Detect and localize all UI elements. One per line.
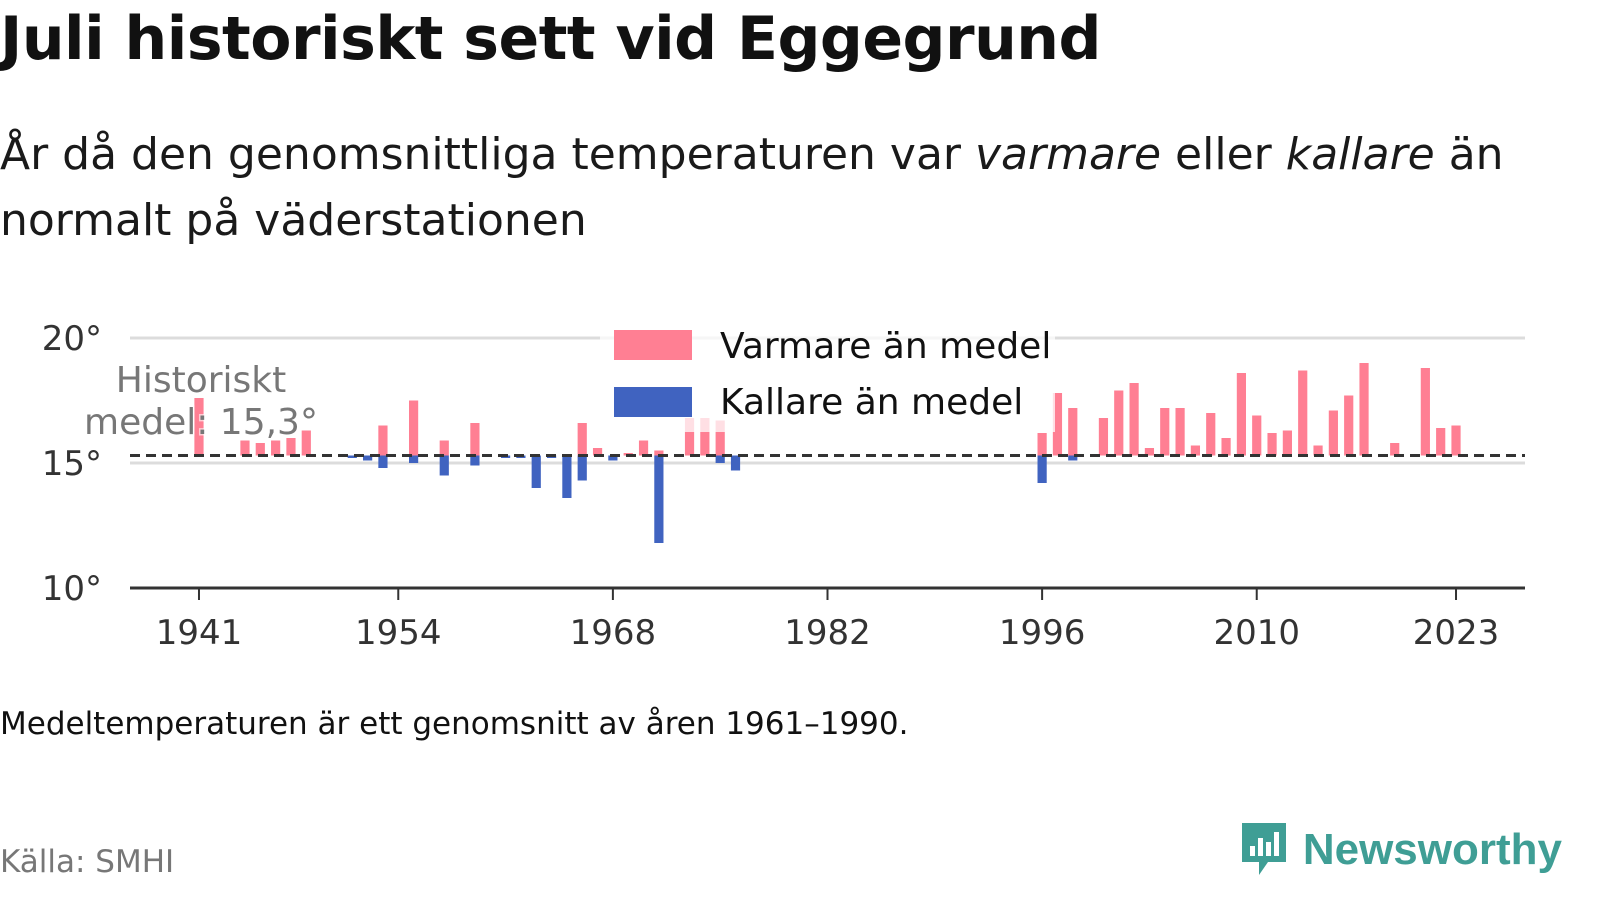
cold-bar	[439, 455, 449, 476]
warm-bar	[684, 418, 695, 456]
source-label: Källa: SMHI	[0, 844, 175, 880]
warm-bar	[1114, 390, 1124, 456]
warm-bar	[700, 418, 710, 456]
warm-bar	[301, 430, 311, 456]
warm-bar	[1344, 395, 1354, 456]
warm-bar	[1359, 363, 1369, 456]
subtitle-cold-word: kallare	[1285, 129, 1435, 180]
x-tick-label: 2010	[1213, 613, 1300, 653]
warm-bar	[1252, 415, 1262, 456]
cold-bar	[347, 455, 357, 458]
warm-bar	[194, 398, 204, 456]
cold-bar	[654, 455, 664, 543]
cold-bar	[577, 455, 587, 481]
warm-bar	[286, 438, 296, 456]
legend-label-warm: Varmare än medel	[720, 326, 1051, 367]
warm-bar	[255, 443, 265, 456]
x-tick-label: 1968	[570, 613, 657, 653]
mean-label-line2: medel: 15,3°	[84, 402, 318, 443]
y-tick-label: 15°	[42, 444, 102, 484]
newsworthy-logo[interactable]: Newsworthy	[1239, 820, 1562, 880]
x-tick-label: 1982	[784, 613, 871, 653]
warm-bar	[654, 450, 664, 456]
subtitle-text-3: än normalt på väderstationen	[0, 129, 1504, 246]
cold-bar	[363, 455, 373, 461]
temperature-bar-chart: 10° 15° 20° 1941 1954 1968 1982 1996 2010 2023 His…	[42, 319, 1525, 653]
warm-bar	[1160, 408, 1170, 456]
subtitle-text-1: År då den genomsnittliga temperaturen va…	[0, 129, 975, 180]
warm-bar	[240, 440, 250, 456]
warm-bar	[1129, 383, 1139, 456]
cold-bar	[409, 455, 419, 463]
cold-bar	[378, 455, 388, 468]
footnote: Medeltemperaturen är ett genomsnitt av å…	[0, 706, 909, 742]
warm-bar	[378, 425, 388, 456]
warm-bar	[1267, 433, 1277, 456]
cold-bar	[1037, 455, 1047, 483]
cold-bar	[531, 455, 541, 488]
warm-bar	[1298, 370, 1308, 456]
warm-bar	[1420, 368, 1430, 456]
x-tick-label: 1941	[156, 613, 243, 653]
cold-bar	[562, 455, 572, 498]
warm-bar	[1098, 418, 1109, 456]
newsworthy-logo-icon	[1241, 823, 1286, 875]
x-tick-label: 1954	[355, 613, 442, 653]
warm-bar	[1451, 425, 1461, 456]
y-tick-label: 10°	[42, 569, 102, 609]
warm-bar	[1037, 433, 1047, 456]
newsworthy-logo-text: Newsworthy	[1302, 825, 1562, 874]
warm-bar	[409, 400, 419, 456]
warm-bar	[592, 448, 603, 456]
warm-bar	[1236, 373, 1246, 456]
warm-bar	[715, 420, 725, 456]
warm-bar	[439, 440, 449, 456]
cold-bar	[608, 455, 618, 461]
warm-bar	[1052, 393, 1063, 456]
warm-bar	[1190, 445, 1201, 456]
warm-bar	[1175, 408, 1185, 456]
subtitle-text-2: eller	[1161, 129, 1286, 180]
warm-bar	[1282, 430, 1292, 456]
warm-bar	[1313, 445, 1323, 456]
warm-bar	[638, 440, 649, 456]
legend-swatch-cold	[614, 387, 692, 417]
warm-bar	[1206, 413, 1216, 456]
x-tick-label: 2023	[1413, 613, 1500, 653]
legend-swatch-warm	[614, 330, 692, 360]
mean-label-line1: Historiskt	[116, 360, 287, 401]
cold-bar	[730, 455, 741, 471]
y-tick-label: 20°	[42, 319, 102, 359]
warm-bar	[1068, 408, 1078, 456]
warm-bar	[1390, 443, 1400, 456]
chart-title: Juli historiskt sett vid Eggegrund	[0, 4, 1101, 74]
chart-subtitle: År då den genomsnittliga temperaturen va…	[0, 122, 1560, 254]
cold-bar	[470, 455, 480, 466]
legend-label-cold: Kallare än medel	[720, 382, 1023, 423]
warm-bar	[1328, 410, 1338, 456]
cold-bar	[1068, 455, 1078, 461]
warm-bar	[1221, 438, 1231, 456]
x-tick-label: 1996	[999, 613, 1086, 653]
warm-bar	[1144, 448, 1155, 456]
subtitle-warm-word: varmare	[974, 129, 1162, 180]
cold-bar	[715, 455, 725, 463]
warm-bar	[470, 423, 480, 456]
warm-bar	[577, 423, 587, 456]
warm-bar	[1436, 428, 1446, 456]
warm-bar	[271, 440, 281, 456]
